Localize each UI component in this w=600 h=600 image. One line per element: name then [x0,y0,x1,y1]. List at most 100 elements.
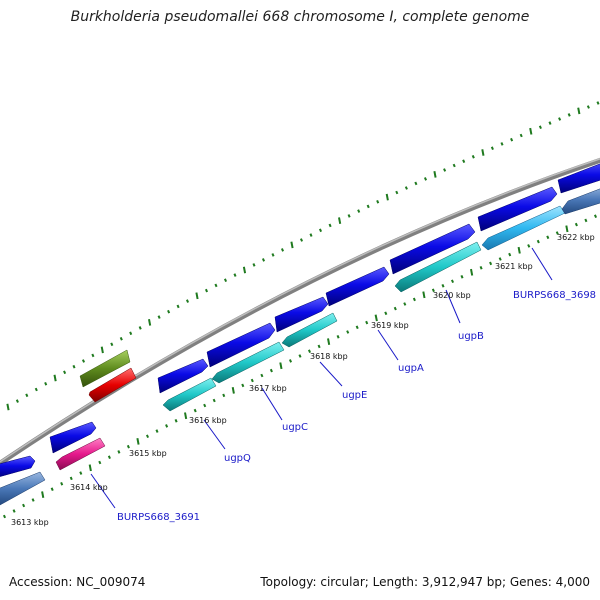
tick-mark [498,257,502,261]
tick-mark [338,217,342,224]
tick-mark [223,278,228,282]
tick-mark [63,370,67,375]
tick-mark [536,239,540,244]
tick-mark [489,261,493,266]
cds-forward-4[interactable] [206,322,276,368]
red-feature[interactable] [88,367,137,403]
tick-mark [279,362,283,370]
tick-mark [519,133,523,138]
tick-mark [470,268,474,276]
tick-mark [385,193,389,201]
cds-reverse-sky[interactable] [481,205,566,251]
cds-reverse-steel-1[interactable] [0,471,46,506]
tick-mark [414,181,418,186]
tick-mark [15,399,19,403]
tick-mark [214,283,218,288]
cds-forward-8[interactable] [477,186,558,232]
tick-mark [548,121,552,125]
genome-summary: Topology: circular; Length: 3,912,947 bp… [260,575,590,589]
kbp-label: 3618 kbp [310,352,348,361]
tick-mark [165,424,169,428]
cds-reverse-cyan-2[interactable] [211,341,285,384]
tick-mark [288,359,293,363]
tick-mark [412,297,416,302]
tick-mark [565,225,569,233]
tick-mark [299,238,304,242]
outer-tick-track [6,101,600,411]
tick-mark [204,288,209,293]
cds-reverse-cyan-4[interactable] [394,241,482,293]
gene-label-ugpb[interactable]: ugpB [458,331,484,342]
kbp-label: 3616 kbp [189,416,227,425]
tick-mark [422,291,426,299]
tick-mark [433,171,437,178]
tick-mark [50,487,54,491]
tick-mark [100,346,104,354]
tick-mark [242,266,247,274]
tick-mark [22,503,26,508]
tick-mark [126,444,130,449]
cds-forward-9[interactable] [557,160,600,194]
tick-mark [586,105,590,109]
tick-mark [567,113,571,117]
tick-mark [241,383,245,388]
map-title: Burkholderia pseudomallei 668 chromosome… [70,9,530,25]
tick-mark [81,359,86,363]
tick-mark [366,204,370,209]
tick-mark [155,429,159,433]
gene-label-burps668-3698[interactable]: BURPS668_3698 [513,290,596,301]
gene-leader-lines [90,247,553,509]
cds-forward-1[interactable] [0,455,36,478]
kbp-label: 3614 kbp [70,483,108,492]
tick-mark [479,266,483,270]
cds-forward-7[interactable] [389,223,476,275]
tick-mark [145,434,150,439]
tick-mark [174,419,178,423]
tick-mark [107,455,111,459]
tick-mark [88,464,92,472]
tick-mark [136,438,140,445]
cds-reverse-magenta[interactable] [55,437,106,471]
tick-mark [317,344,321,349]
inner-tick-track [2,214,598,519]
gene-label-ugpq[interactable]: ugpQ [224,453,251,464]
tick-mark [252,263,256,267]
tick-mark [233,273,237,277]
cds-forward-2[interactable] [49,421,97,454]
tick-mark [527,244,531,248]
cds-reverse-cyan-1[interactable] [162,377,217,412]
forward-strand-genes [0,160,600,478]
tick-mark [269,368,273,373]
tick-mark [452,163,456,168]
tick-mark [376,200,380,204]
olive-feature[interactable] [79,349,131,388]
tick-mark [250,378,254,383]
tick-mark [355,325,359,330]
tick-mark [481,149,485,156]
tick-mark [357,209,361,213]
gene-label-ugpe[interactable]: ugpE [342,390,367,401]
tick-mark [596,101,600,105]
cds-reverse-cyan-3[interactable] [281,312,338,348]
kbp-label: 3619 kbp [371,321,409,330]
tick-mark [157,315,161,319]
cds-forward-3[interactable] [157,358,209,394]
chromosome-backbone [0,157,600,467]
cds-reverse-steel-2[interactable] [561,185,600,215]
tick-mark [441,284,445,288]
tick-mark [471,155,475,159]
tick-mark [365,320,369,325]
tick-mark [280,248,285,252]
gene-label-ugpa[interactable]: ugpA [398,363,424,374]
gene-label-ugpc[interactable]: ugpC [282,422,308,433]
tick-mark [44,382,48,386]
tick-mark [450,279,455,284]
tick-mark [546,235,550,240]
cds-forward-5[interactable] [274,296,329,333]
tick-mark [2,514,7,519]
tick-mark [336,335,340,339]
cds-forward-6[interactable] [325,266,390,307]
tick-mark [327,338,331,345]
gene-label-burps668-3691[interactable]: BURPS668_3691 [117,512,200,523]
